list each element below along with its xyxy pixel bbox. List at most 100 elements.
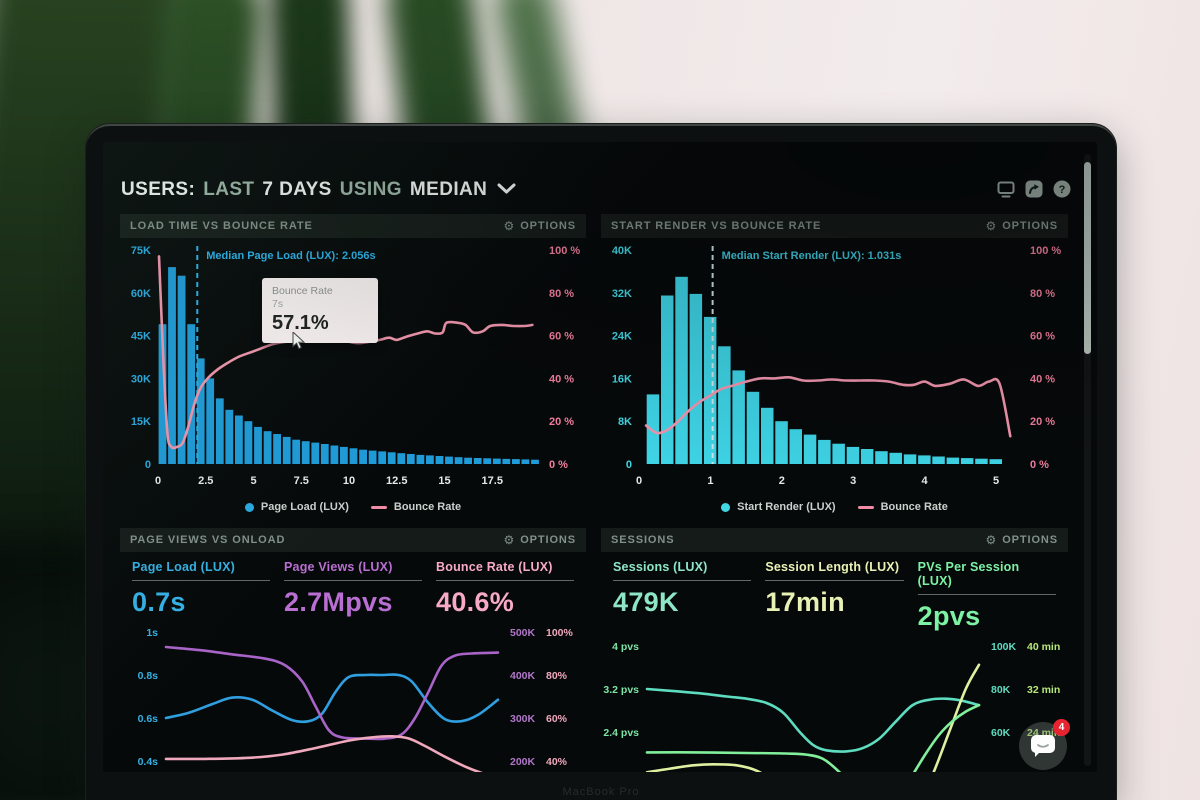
histogram-bar[interactable] [301, 441, 310, 464]
histogram-bar[interactable] [746, 391, 760, 464]
series-line[interactable] [645, 703, 981, 772]
histogram-bar[interactable] [206, 378, 215, 464]
options-button[interactable]: ⚙ OPTIONS [985, 533, 1058, 547]
histogram-bar[interactable] [502, 458, 511, 464]
series-line[interactable] [645, 687, 981, 753]
metric-label: PVs Per Session (LUX) [917, 560, 1020, 588]
chat-button[interactable]: 4 [1019, 719, 1070, 770]
histogram-bar[interactable] [454, 457, 463, 464]
histogram-bar[interactable] [832, 443, 845, 464]
histogram-bar[interactable] [918, 455, 931, 464]
metric-underline [917, 594, 1056, 595]
legend-label: Bounce Rate [880, 501, 948, 513]
options-button[interactable]: ⚙ OPTIONS [503, 533, 576, 547]
histogram-bar[interactable] [675, 276, 688, 465]
histogram-bar[interactable] [225, 409, 234, 464]
x-axis-label: 5 [993, 475, 999, 487]
histogram-bar[interactable] [889, 452, 903, 464]
help-icon[interactable]: ? [1053, 180, 1071, 198]
histogram-bar[interactable] [397, 453, 406, 464]
histogram-bar[interactable] [387, 452, 396, 464]
histogram-bar[interactable] [235, 415, 243, 465]
legend-item[interactable]: Bounce Rate [857, 501, 948, 513]
histogram-bar[interactable] [775, 421, 788, 464]
histogram-bar[interactable] [903, 454, 917, 464]
options-button[interactable]: ⚙ OPTIONS [985, 219, 1058, 233]
histogram-bar[interactable] [168, 267, 176, 464]
histogram-bar[interactable] [187, 324, 196, 464]
histogram-bar[interactable] [196, 358, 205, 464]
histogram-bar[interactable] [435, 456, 444, 464]
histogram-bar[interactable] [378, 451, 387, 464]
histogram-bar[interactable] [330, 445, 339, 465]
title-segment: LAST [203, 179, 255, 200]
histogram-bar[interactable] [946, 457, 960, 464]
histogram-bar[interactable] [254, 426, 262, 464]
histogram-bar[interactable] [292, 439, 301, 464]
histogram-bar[interactable] [473, 458, 482, 464]
histogram-bar[interactable] [282, 436, 291, 464]
x-axis-label: 4 [922, 475, 929, 487]
histogram-bar[interactable] [244, 421, 253, 464]
histogram-bar[interactable] [646, 394, 660, 464]
histogram-bar[interactable] [703, 316, 717, 464]
x-axis-label: 1 [707, 475, 713, 487]
dashboard-title[interactable]: USERS: LAST 7 DAYS USING MEDIAN [121, 176, 516, 204]
histogram-bar[interactable] [492, 458, 501, 464]
histogram-bar[interactable] [426, 455, 434, 464]
histogram-bar[interactable] [975, 458, 988, 464]
chevron-down-icon[interactable] [497, 181, 516, 199]
histogram-bar[interactable] [875, 451, 888, 464]
series-line[interactable] [164, 645, 500, 741]
histogram-bar[interactable] [761, 407, 774, 464]
histogram-bar[interactable] [718, 346, 731, 464]
scrollbar-track[interactable] [1084, 154, 1091, 766]
histogram-bar[interactable] [445, 456, 453, 464]
metric-underline [765, 580, 904, 581]
histogram-bar[interactable] [789, 429, 803, 464]
histogram-bar[interactable] [483, 458, 492, 464]
histogram-bar[interactable] [989, 459, 1003, 464]
series-line[interactable] [645, 663, 981, 772]
histogram-bar[interactable] [368, 450, 377, 464]
histogram-bar[interactable] [215, 398, 224, 464]
histogram-bar[interactable] [661, 295, 674, 465]
y-axis-left-label: 8K [618, 416, 632, 428]
histogram-bar[interactable] [320, 444, 329, 464]
histogram-bar[interactable] [732, 370, 745, 464]
histogram-bar[interactable] [416, 454, 425, 464]
histogram-bar[interactable] [932, 456, 945, 465]
histogram-bar[interactable] [689, 293, 703, 464]
histogram-bar[interactable] [960, 458, 974, 464]
histogram-bar[interactable] [273, 434, 281, 464]
median-annotation: Median Page Load (LUX): 2.056s [206, 250, 375, 262]
bounce-rate-line[interactable] [644, 375, 1012, 438]
histogram-bar[interactable] [406, 454, 415, 464]
metric-underline [613, 580, 752, 581]
legend-item[interactable]: Start Render (LUX) [721, 501, 836, 513]
histogram-bar[interactable] [311, 442, 320, 464]
legend-item[interactable]: Page Load (LUX) [244, 501, 349, 513]
options-button[interactable]: ⚙ OPTIONS [503, 219, 576, 233]
histogram-bar[interactable] [846, 446, 860, 464]
histogram-bar[interactable] [263, 431, 272, 464]
histogram-bar[interactable] [860, 449, 874, 464]
histogram-bar[interactable] [512, 459, 520, 464]
histogram-bar[interactable] [349, 448, 358, 464]
series-line[interactable] [164, 673, 500, 724]
histogram-bar[interactable] [818, 439, 831, 464]
histogram-bar[interactable] [464, 457, 472, 464]
y-axis-left-label: 0 [145, 459, 151, 471]
display-icon[interactable] [997, 180, 1015, 198]
bezel-label: MacBook Pro [562, 786, 640, 798]
histogram-bar[interactable] [531, 459, 539, 464]
histogram-bar[interactable] [803, 434, 817, 464]
share-icon[interactable] [1025, 180, 1043, 198]
scrollbar-thumb[interactable] [1084, 162, 1091, 354]
histogram-bar[interactable] [340, 446, 348, 464]
histogram-bar[interactable] [521, 459, 530, 464]
series-line[interactable] [164, 734, 498, 772]
legend-item[interactable]: Bounce Rate [370, 501, 461, 513]
histogram-bar[interactable] [359, 449, 367, 464]
chart-tooltip: Bounce Rate 7s 57.1% [262, 278, 378, 343]
